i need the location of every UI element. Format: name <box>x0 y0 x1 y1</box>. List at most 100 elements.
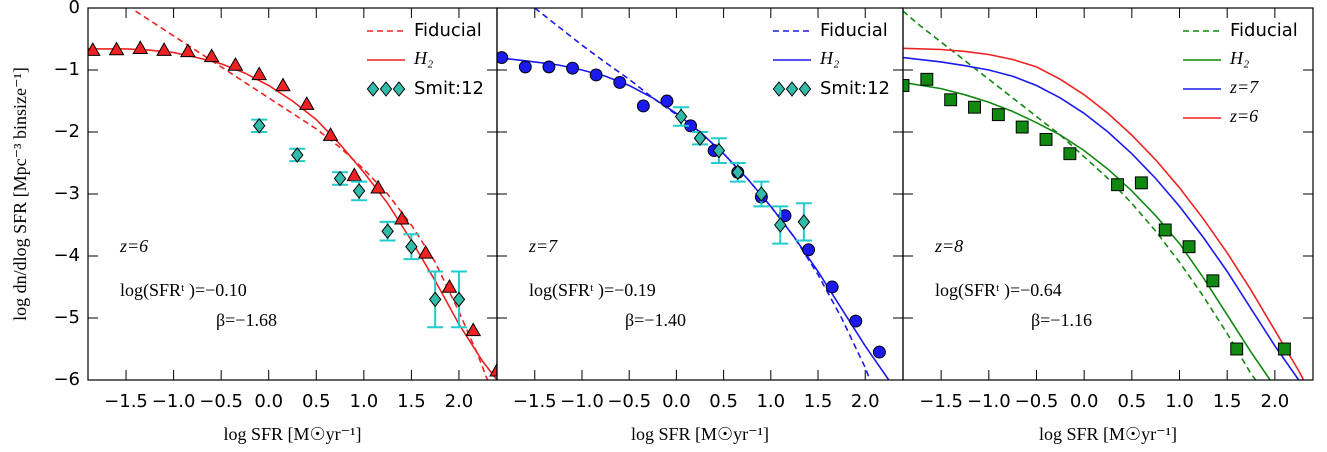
data-point <box>322 127 339 141</box>
x-tick-label: −1.0 <box>560 391 604 412</box>
series-line <box>903 10 1257 380</box>
data-point <box>108 41 125 56</box>
x-tick-label: 1.5 <box>804 391 833 412</box>
legend-marker <box>785 81 799 97</box>
y-tick-label: −5 <box>53 307 80 328</box>
sfr-label: log(SFRᵗ )=−0.19 <box>529 280 656 301</box>
data-point <box>613 75 627 89</box>
x-axis-label: log SFR [M☉yr⁻¹] <box>631 424 769 444</box>
legend-marker <box>772 81 786 97</box>
data-point <box>405 238 418 255</box>
data-point <box>394 210 410 225</box>
x-tick-label: 1.5 <box>1213 391 1242 412</box>
y-tick-label: −2 <box>53 121 80 142</box>
legend-label: Fiducial <box>820 20 888 41</box>
data-point <box>346 167 363 182</box>
data-point <box>132 40 149 55</box>
data-point <box>452 291 466 308</box>
beta-label: β=−1.16 <box>1031 310 1092 330</box>
data-point <box>156 42 172 56</box>
data-point <box>417 244 434 259</box>
data-point <box>674 108 688 125</box>
panel: −1.5 −1.0 −0.5 0.0 0.5 1.0 1.5 2.0 Fiducial H₂ z=7… <box>902 7 1314 444</box>
x-tick-label: −1.5 <box>919 391 963 412</box>
data-point <box>1277 342 1291 356</box>
data-point <box>291 147 304 163</box>
x-tick-label: −0.5 <box>199 391 243 412</box>
data-point <box>275 77 291 92</box>
x-tick-label: −0.5 <box>1015 391 1059 412</box>
y-tick-label: 0 <box>69 0 80 18</box>
redshift-label: z=7 <box>528 236 558 256</box>
series-line <box>903 56 1300 380</box>
data-point <box>370 179 386 194</box>
data-point <box>712 142 726 159</box>
y-tick-label: −1 <box>53 59 80 80</box>
y-tick-label: −4 <box>53 245 80 266</box>
beta-label: β=−1.40 <box>625 310 686 330</box>
data-point <box>1015 120 1029 134</box>
x-axis-label: log SFR [M☉yr⁻¹] <box>1039 424 1177 444</box>
y-axis-label: log dn/dlog SFR [Mpc⁻³ binsize⁻¹] <box>10 67 30 321</box>
legend-marker <box>392 81 406 97</box>
data-point <box>991 108 1005 122</box>
data-point <box>797 214 811 230</box>
redshift-label: z=6 <box>119 236 148 256</box>
plot-frame <box>496 7 904 381</box>
data-point <box>778 209 792 223</box>
data-point <box>203 48 220 63</box>
data-point <box>441 278 458 293</box>
x-tick-label: −0.5 <box>607 391 651 412</box>
x-tick-label: 0.0 <box>1070 391 1099 412</box>
data-point <box>903 79 910 92</box>
data-point <box>1182 240 1196 254</box>
data-point <box>1134 176 1148 190</box>
legend-label: z=6 <box>1229 106 1258 126</box>
legend-label: Smit:12 <box>414 78 484 99</box>
x-tick-label: −1.5 <box>104 391 148 412</box>
data-point <box>849 314 863 328</box>
data-point <box>1111 178 1124 192</box>
data-point <box>352 183 366 199</box>
plot-area <box>903 10 1305 380</box>
x-tick-label: −1.0 <box>152 391 196 412</box>
data-point <box>381 223 394 240</box>
data-point <box>755 186 768 202</box>
data-point <box>518 60 532 74</box>
data-point <box>660 94 674 108</box>
data-point <box>566 61 579 75</box>
x-tick-label: 1.0 <box>756 391 785 412</box>
data-point <box>542 60 556 74</box>
data-point <box>944 93 958 107</box>
x-tick-label: 1.0 <box>1165 391 1194 412</box>
series-line <box>497 56 890 380</box>
data-point <box>636 99 650 113</box>
legend-label: Smit:12 <box>820 78 890 99</box>
series-line <box>903 47 1305 380</box>
data-point <box>1039 132 1053 146</box>
data-point <box>252 117 266 134</box>
beta-label: β=−1.68 <box>216 310 277 330</box>
x-tick-label: 0.5 <box>709 391 738 412</box>
data-point <box>227 57 244 71</box>
plot-area <box>88 10 497 380</box>
legend-label: z=7 <box>1229 77 1259 97</box>
sfr-label: log(SFRᵗ )=−0.64 <box>935 280 1062 301</box>
legend-label: H₂ <box>819 48 839 68</box>
redshift-label: z=8 <box>934 236 963 256</box>
legend-label: Fiducial <box>1230 20 1298 41</box>
data-point <box>1230 342 1244 356</box>
data-point <box>465 322 482 337</box>
x-tick-label: −1.5 <box>513 391 557 412</box>
data-point <box>920 72 934 86</box>
panel: 0 −1 −2 −3 −4 −5 −6 −1.5 −1.0 −0.5 0.0 0.5 1.0 1.5 2.0… <box>10 0 498 444</box>
legend-label: Fiducial <box>414 20 482 41</box>
y-tick-label: −6 <box>53 369 80 390</box>
x-tick-label: 1.5 <box>397 391 426 412</box>
series-line <box>903 81 1271 380</box>
x-tick-label: 0.5 <box>302 391 331 412</box>
x-tick-label: 2.0 <box>1261 391 1290 412</box>
data-point <box>968 100 981 114</box>
